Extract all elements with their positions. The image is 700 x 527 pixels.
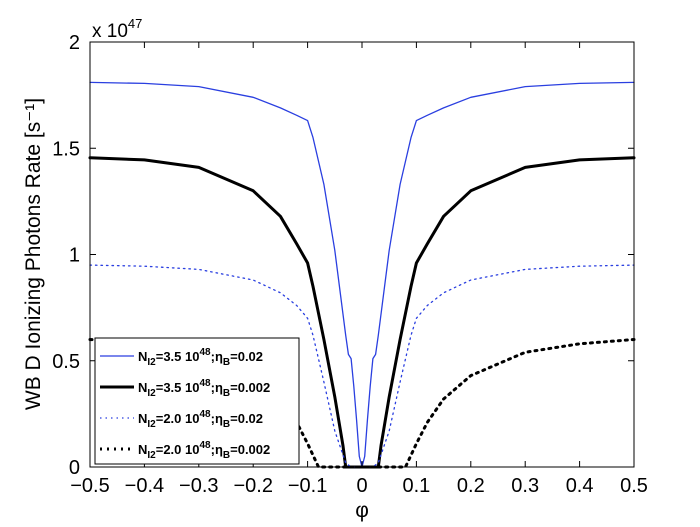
x-tick-label: −0.5 [70, 475, 109, 497]
legend-label-4: NI2=2.0 1048;ηB=0.002 [138, 440, 270, 461]
x-tick-label: −0.1 [288, 475, 327, 497]
y-tick-label: 2 [69, 32, 80, 54]
legend-text-part: B [223, 357, 230, 368]
legend-text-part: ;η [211, 380, 223, 395]
legend-text-part: I2 [147, 357, 156, 368]
legend-text-part: =2.0 10 [156, 411, 200, 426]
legend-text-part: ;η [211, 349, 223, 364]
legend-text-part: 48 [199, 409, 211, 420]
legend-label-1: NI2=3.5 1048;ηB=0.02 [138, 347, 263, 368]
x-axis-label: φ [355, 499, 369, 522]
y-tick-label: 1.5 [52, 138, 80, 160]
legend-text-part: =3.5 10 [156, 380, 200, 395]
x-tick-label: 0.1 [402, 475, 430, 497]
legend-text-part: B [223, 419, 230, 430]
x-tick-label: 0.3 [511, 475, 539, 497]
y-axis-label: WB D Ionizing Photons Rate [s⁻¹] [22, 98, 45, 410]
legend-text-part: ;η [211, 411, 223, 426]
x-tick-label: 0 [356, 475, 367, 497]
legend-text-part: ;η [211, 442, 223, 457]
legend-text-part: I2 [147, 450, 156, 461]
y-tick-label: 0 [69, 457, 80, 479]
y-multiplier-label: x 1047 [92, 16, 142, 42]
x-tick-label: 0.4 [566, 475, 594, 497]
legend-text-part: 48 [199, 378, 211, 389]
legend-text-part: =0.002 [230, 442, 270, 457]
legend-text-part: =0.02 [230, 349, 263, 364]
y-tick-label: 1 [69, 245, 80, 267]
legend-text-part: I2 [147, 419, 156, 430]
legend-text-part: =3.5 10 [156, 349, 200, 364]
legend-label-3: NI2=2.0 1048;ηB=0.02 [138, 409, 263, 430]
legend-text-part: N [138, 442, 147, 457]
x-tick-label: 0.2 [457, 475, 485, 497]
legend-text-part: N [138, 349, 147, 364]
legend-text-part: I2 [147, 388, 156, 399]
legend-text-part: 48 [199, 440, 211, 451]
legend-label-2: NI2=3.5 1048;ηB=0.002 [138, 378, 270, 399]
legend-text-part: =2.0 10 [156, 442, 200, 457]
legend-text-part: N [138, 411, 147, 426]
series-line-3 [89, 264, 635, 468]
legend-text-part: N [138, 380, 147, 395]
y-multiplier-exponent: 47 [128, 16, 142, 31]
legend-text-part: 48 [199, 347, 211, 358]
x-tick-label: −0.3 [179, 475, 218, 497]
x-tick-label: 0.5 [620, 475, 648, 497]
legend-text-part: B [223, 388, 230, 399]
x-tick-label: −0.4 [125, 475, 164, 497]
x-tick-label: −0.2 [233, 475, 272, 497]
legend-box [94, 337, 300, 465]
y-tick-label: 0.5 [52, 351, 80, 373]
legend-text-part: =0.02 [230, 411, 263, 426]
legend-text-part: =0.002 [230, 380, 270, 395]
legend-text-part: B [223, 450, 230, 461]
y-multiplier-base: x 10 [92, 21, 128, 42]
ticks-layer: −0.5 −0.4 −0.3 −0.2 −0.1 0 0.1 0.2 0.3 0.4 0.5 0 0.5… [52, 32, 648, 497]
